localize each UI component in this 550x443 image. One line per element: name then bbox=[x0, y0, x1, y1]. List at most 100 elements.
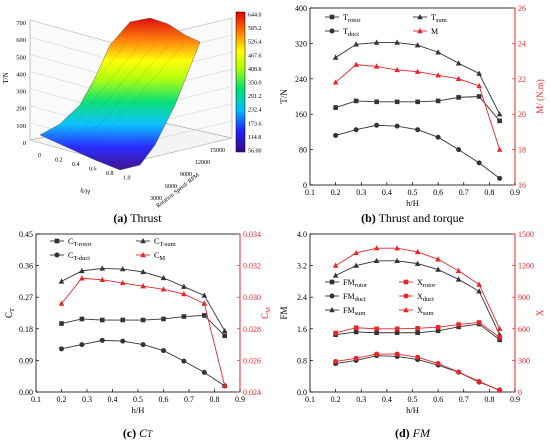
y2-tick-label: 0.028 bbox=[243, 325, 261, 334]
colorbar-label: 56.00 bbox=[248, 149, 262, 155]
series-fm-sum bbox=[332, 257, 503, 337]
y2-tick-label: 24 bbox=[518, 39, 526, 48]
z-tick-label: 600 bbox=[16, 37, 26, 44]
legend-marker bbox=[329, 293, 335, 299]
plot-frame bbox=[309, 7, 516, 186]
legend-entry: FMduct bbox=[325, 292, 366, 303]
data-point bbox=[181, 291, 187, 297]
x-tick-label: 0.2 bbox=[57, 395, 67, 404]
data-point bbox=[353, 329, 359, 335]
data-point bbox=[496, 325, 503, 331]
data-point bbox=[333, 105, 338, 110]
data-point bbox=[58, 300, 65, 306]
data-point bbox=[394, 123, 400, 129]
data-point bbox=[181, 314, 187, 319]
data-point bbox=[140, 342, 146, 348]
y2-tick-label: 600 bbox=[518, 325, 530, 334]
y2-tick-label: 22 bbox=[518, 75, 526, 84]
data-point bbox=[476, 160, 482, 166]
z-tick-label: 200 bbox=[16, 106, 26, 113]
z-tick-label: 300 bbox=[16, 89, 26, 96]
data-point bbox=[333, 358, 339, 364]
data-point bbox=[79, 342, 85, 348]
legend-label: Xsum bbox=[417, 306, 434, 317]
data-point bbox=[99, 276, 106, 283]
data-point bbox=[476, 82, 482, 89]
legend-marker bbox=[140, 238, 146, 244]
panel-fm: 0.1 0.2 0.3 0.4 0.5 0.6 0.7 0.8 0.9 h/H 0.0 0.8 1.6 2… bbox=[279, 230, 545, 415]
data-point bbox=[374, 326, 379, 332]
surface-mesh-line bbox=[76, 42, 171, 152]
data-point bbox=[394, 66, 400, 73]
series-t-sum bbox=[332, 39, 503, 117]
data-point bbox=[435, 134, 441, 140]
data-point bbox=[414, 260, 421, 266]
series-t-rotor bbox=[333, 94, 502, 124]
y-tick-label: 0.36 bbox=[19, 262, 33, 271]
series-m-main bbox=[332, 61, 503, 152]
y-tick-label: 240 bbox=[295, 75, 307, 84]
x-tick-label: 0.7 bbox=[459, 188, 469, 197]
y-tick-label: 3.2 bbox=[297, 262, 307, 271]
legend-label: Xduct bbox=[417, 292, 434, 303]
legend-entry: CT-sum bbox=[136, 237, 176, 248]
data-point bbox=[455, 267, 462, 274]
y-tick-label: 15000 bbox=[210, 148, 225, 154]
legend-marker bbox=[140, 252, 146, 258]
data-point bbox=[99, 337, 105, 343]
data-point bbox=[476, 94, 482, 99]
data-point bbox=[394, 326, 400, 332]
legend-entry: CT-rotor bbox=[50, 237, 92, 248]
data-point bbox=[455, 75, 462, 81]
caption-b-letter: (b) bbox=[361, 211, 376, 225]
legend-entry: CM bbox=[136, 251, 165, 262]
data-point bbox=[201, 300, 208, 306]
y2-tick-label: 16 bbox=[518, 181, 526, 190]
x-tick-label: 0.8 bbox=[484, 188, 494, 197]
y2-tick-label: 1500 bbox=[518, 230, 534, 239]
data-point bbox=[415, 354, 421, 360]
data-point bbox=[476, 378, 482, 384]
grid-line bbox=[29, 19, 121, 46]
legend-entry: CT-duct bbox=[50, 251, 90, 262]
y-tick-label: 320 bbox=[295, 39, 307, 48]
data-point bbox=[58, 278, 65, 284]
caption-c-letter: (c) bbox=[122, 426, 137, 440]
data-point bbox=[160, 286, 167, 292]
y2-tick-label: 26 bbox=[518, 4, 526, 13]
y-tick-label: 80 bbox=[299, 146, 307, 155]
series-line bbox=[61, 339, 225, 387]
data-point bbox=[435, 256, 441, 262]
legend-marker bbox=[417, 28, 423, 34]
legend-marker bbox=[329, 28, 335, 34]
series-x-duct bbox=[333, 351, 503, 393]
colorbar-label: 173.6 bbox=[248, 121, 262, 127]
legend-marker bbox=[403, 279, 409, 285]
data-point bbox=[140, 317, 146, 323]
data-point bbox=[414, 68, 421, 74]
data-point bbox=[496, 146, 503, 152]
series-t-duct bbox=[333, 122, 503, 181]
data-point bbox=[373, 39, 380, 45]
data-point bbox=[455, 276, 462, 282]
data-point bbox=[120, 338, 126, 344]
legend-label: FMsum bbox=[343, 306, 365, 317]
legend-marker bbox=[403, 307, 409, 313]
data-point bbox=[160, 274, 167, 281]
colorbar-label: 291.2 bbox=[248, 94, 262, 100]
caption-d: (d) FM bbox=[275, 426, 550, 441]
data-point bbox=[201, 292, 208, 298]
data-point bbox=[373, 63, 380, 69]
data-point bbox=[202, 313, 207, 318]
data-point bbox=[496, 111, 503, 117]
data-point bbox=[497, 118, 502, 124]
data-point bbox=[222, 333, 227, 339]
y2-tick-label: 18 bbox=[518, 146, 526, 155]
data-point bbox=[394, 245, 400, 251]
legend-entry: FMsum bbox=[325, 306, 365, 317]
y-tick-label: 0.8 bbox=[297, 356, 307, 365]
x-tick-label: 0 bbox=[38, 153, 41, 159]
x-axis-label: h/H bbox=[406, 198, 419, 208]
y2-axis-label: M/ (N.m) bbox=[535, 79, 545, 114]
z-tick-label: 700 bbox=[16, 20, 26, 27]
